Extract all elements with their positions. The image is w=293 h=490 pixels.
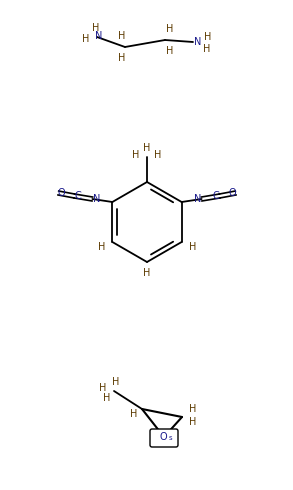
Text: N: N — [95, 31, 103, 41]
Text: H: H — [189, 404, 197, 414]
Text: H: H — [189, 417, 197, 427]
Text: H: H — [118, 53, 126, 63]
Text: N: N — [194, 194, 201, 204]
Text: H: H — [154, 150, 162, 160]
Text: H: H — [204, 32, 212, 42]
Text: H: H — [82, 34, 90, 44]
Text: O: O — [159, 432, 167, 442]
Text: H: H — [143, 143, 151, 153]
Text: H: H — [98, 242, 105, 252]
Text: s: s — [168, 435, 172, 441]
Text: H: H — [118, 31, 126, 41]
Text: H: H — [132, 150, 140, 160]
FancyBboxPatch shape — [150, 429, 178, 447]
Text: H: H — [130, 409, 138, 419]
Text: H: H — [143, 268, 151, 278]
Text: H: H — [103, 393, 111, 403]
Text: N: N — [194, 37, 202, 47]
Text: H: H — [203, 44, 211, 54]
Text: O: O — [57, 188, 65, 198]
Text: N: N — [93, 194, 100, 204]
Text: H: H — [112, 377, 120, 387]
Text: C: C — [75, 191, 82, 201]
Text: C: C — [212, 191, 219, 201]
Text: H: H — [99, 383, 107, 393]
Text: H: H — [92, 23, 100, 33]
Text: H: H — [189, 242, 196, 252]
Text: H: H — [166, 46, 174, 56]
Text: H: H — [166, 24, 174, 34]
Text: O: O — [229, 188, 236, 198]
